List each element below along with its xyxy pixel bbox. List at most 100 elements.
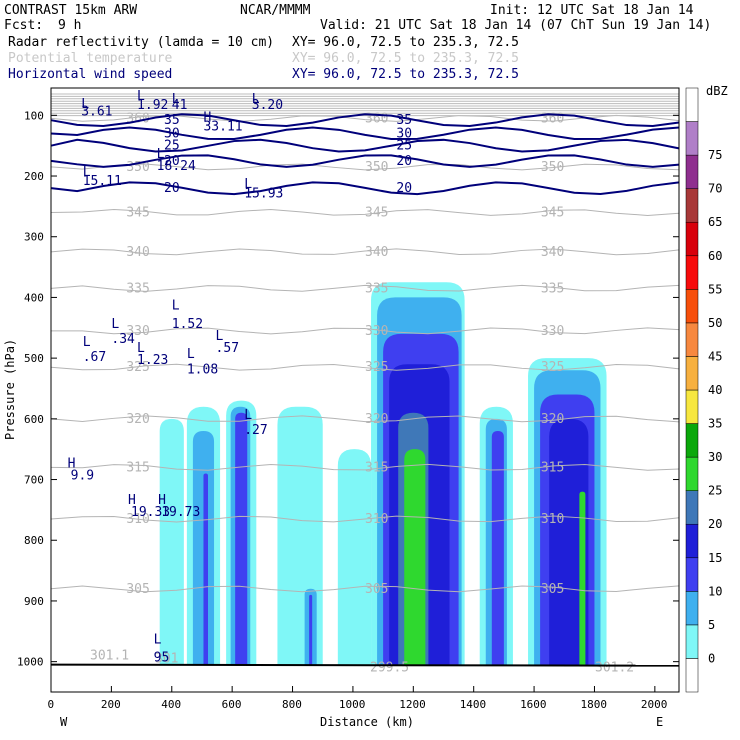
x-tick-label-0: 0 xyxy=(48,698,55,711)
theta-label-301.1: 301.1 xyxy=(90,649,129,664)
y-axis-label: Pressure (hPa) xyxy=(3,339,17,440)
extremum-label-25: 1.08 xyxy=(187,362,218,377)
colorbar-label-75: 75 xyxy=(708,148,722,162)
theta-label-345-2: 345 xyxy=(541,205,564,220)
theta-label-299.5: 299.5 xyxy=(370,661,409,676)
extremum-label-33: 19.33 xyxy=(131,505,170,520)
reflectivity-cell-2-level-15 xyxy=(235,412,248,665)
header: CONTRAST 15km ARW NCAR/MMMM Init: 12 UTC… xyxy=(4,3,711,82)
x-tick-label-600: 600 xyxy=(222,698,242,711)
extremum-label-2: L xyxy=(137,89,145,104)
theta-label-325-2: 325 xyxy=(541,360,564,375)
colorbar-label-50: 50 xyxy=(708,316,722,330)
colorbar-label-60: 60 xyxy=(708,249,722,263)
colorbar-swatch-0 xyxy=(685,658,699,693)
wind-contour-20-3 xyxy=(50,154,680,168)
theta-label-301: 301 xyxy=(155,652,178,667)
x-tick-label-1800: 1800 xyxy=(580,698,607,711)
theta-contour-340 xyxy=(50,248,680,256)
x-tick-label-1600: 1600 xyxy=(520,698,547,711)
theta-label-315-2: 315 xyxy=(541,460,564,475)
wind-label-20-3-1: 20 xyxy=(396,154,412,169)
wind-label-20-3-0: 20 xyxy=(164,154,180,169)
colorbar-label-30: 30 xyxy=(708,450,722,464)
wind-label-35-0-1: 35 xyxy=(396,113,412,128)
wind-contour-20-4 xyxy=(50,181,680,196)
extremum-label-17: .34 xyxy=(111,332,135,347)
extremum-label-1: 3.61 xyxy=(81,104,112,119)
wind-label-30-1-1: 30 xyxy=(396,127,412,142)
colorbar-swatch-16 xyxy=(685,121,699,156)
theta-contour-325 xyxy=(50,363,680,371)
colorbar-swatch-7 xyxy=(685,423,699,458)
field-2-xy: XY= 96.0, 72.5 to 235.3, 72.5 xyxy=(292,51,519,66)
wind-label-25-2-0: 25 xyxy=(164,139,180,154)
wind-contour-30-1 xyxy=(50,126,680,141)
extremum-label-19: .67 xyxy=(83,350,106,365)
model-title: CONTRAST 15km ARW xyxy=(4,3,137,18)
theta-label-345-1: 345 xyxy=(365,205,388,220)
theta-label-305-2: 305 xyxy=(541,582,564,597)
extremum-label-10: L xyxy=(157,147,165,162)
theta-label-350-2: 350 xyxy=(541,160,564,175)
colorbar-label-45: 45 xyxy=(708,349,722,363)
theta-label-315-1: 315 xyxy=(365,460,388,475)
reflectivity-cell-4-level-5 xyxy=(337,449,372,665)
valid-time: Valid: 21 UTC Sat 18 Jan 14 (07 ChT Sun … xyxy=(320,18,711,33)
colorbar-label-0: 0 xyxy=(708,651,715,665)
theta-contour-345 xyxy=(50,208,680,216)
y-tick-label-500: 500 xyxy=(24,352,44,365)
theta-label-320-2: 320 xyxy=(541,412,564,427)
fcst-value: 9 h xyxy=(58,18,81,33)
x-tick-label-400: 400 xyxy=(161,698,181,711)
y-tick-label-400: 400 xyxy=(24,291,44,304)
reflectivity-cell-1-level-15 xyxy=(203,473,208,665)
extremum-label-0: L xyxy=(81,97,89,112)
x-axis-label: Distance (km) xyxy=(320,715,414,729)
y-tick-label-600: 600 xyxy=(24,413,44,426)
field-3-xy: XY= 96.0, 72.5 to 235.3, 72.5 xyxy=(292,67,519,82)
colorbar-swatch-4 xyxy=(685,523,699,559)
extremum-label-16: L xyxy=(111,317,119,332)
colorbar-swatch-8 xyxy=(685,389,699,424)
theta-label-310-2: 310 xyxy=(541,512,564,527)
ground-line xyxy=(50,663,680,667)
colorbar-swatch-12 xyxy=(685,255,699,290)
extremum-label-20: L xyxy=(137,341,145,356)
extremum-label-6: H xyxy=(203,110,211,125)
theta-label-310-1: 310 xyxy=(365,512,388,527)
extremum-label-7: 33.11 xyxy=(203,119,242,134)
extremum-label-29: .27 xyxy=(244,423,267,438)
x-tick-label-1400: 1400 xyxy=(460,698,487,711)
extremum-label-22: L xyxy=(172,299,180,314)
field-2-name: Potential temperature xyxy=(8,51,173,66)
colorbar-swatch-2 xyxy=(685,591,699,626)
extremum-label-37: 95 xyxy=(154,651,170,666)
reflectivity-cell-7-level-20 xyxy=(549,418,589,665)
colorbar-unit: dBZ xyxy=(706,84,728,98)
theta-label-350-1: 350 xyxy=(365,160,388,175)
theta-label-325-0: 325 xyxy=(126,360,149,375)
extremum-label-21: 1.23 xyxy=(137,353,168,368)
init-time: Init: 12 UTC Sat 18 Jan 14 xyxy=(490,3,694,18)
theta-label-310-0: 310 xyxy=(126,512,149,527)
theta-contour-310 xyxy=(50,515,680,523)
colorbar-swatch-6 xyxy=(685,456,699,491)
colorbar-label-25: 25 xyxy=(708,484,722,498)
theta-label-315-0: 315 xyxy=(126,460,149,475)
theta-contour-350 xyxy=(50,163,680,171)
x-tick-label-1200: 1200 xyxy=(399,698,426,711)
colorbar-swatch-10 xyxy=(685,322,699,357)
theta-label-330-2: 330 xyxy=(541,324,564,339)
colorbar-label-35: 35 xyxy=(708,417,722,431)
x-tick-label-800: 800 xyxy=(282,698,302,711)
colorbar-label-15: 15 xyxy=(708,551,722,565)
colorbar-swatch-17 xyxy=(685,87,699,122)
theta-label-340-0: 340 xyxy=(126,245,149,260)
y-tick-label-900: 900 xyxy=(24,595,44,608)
extremum-label-23: 1.52 xyxy=(172,317,203,332)
